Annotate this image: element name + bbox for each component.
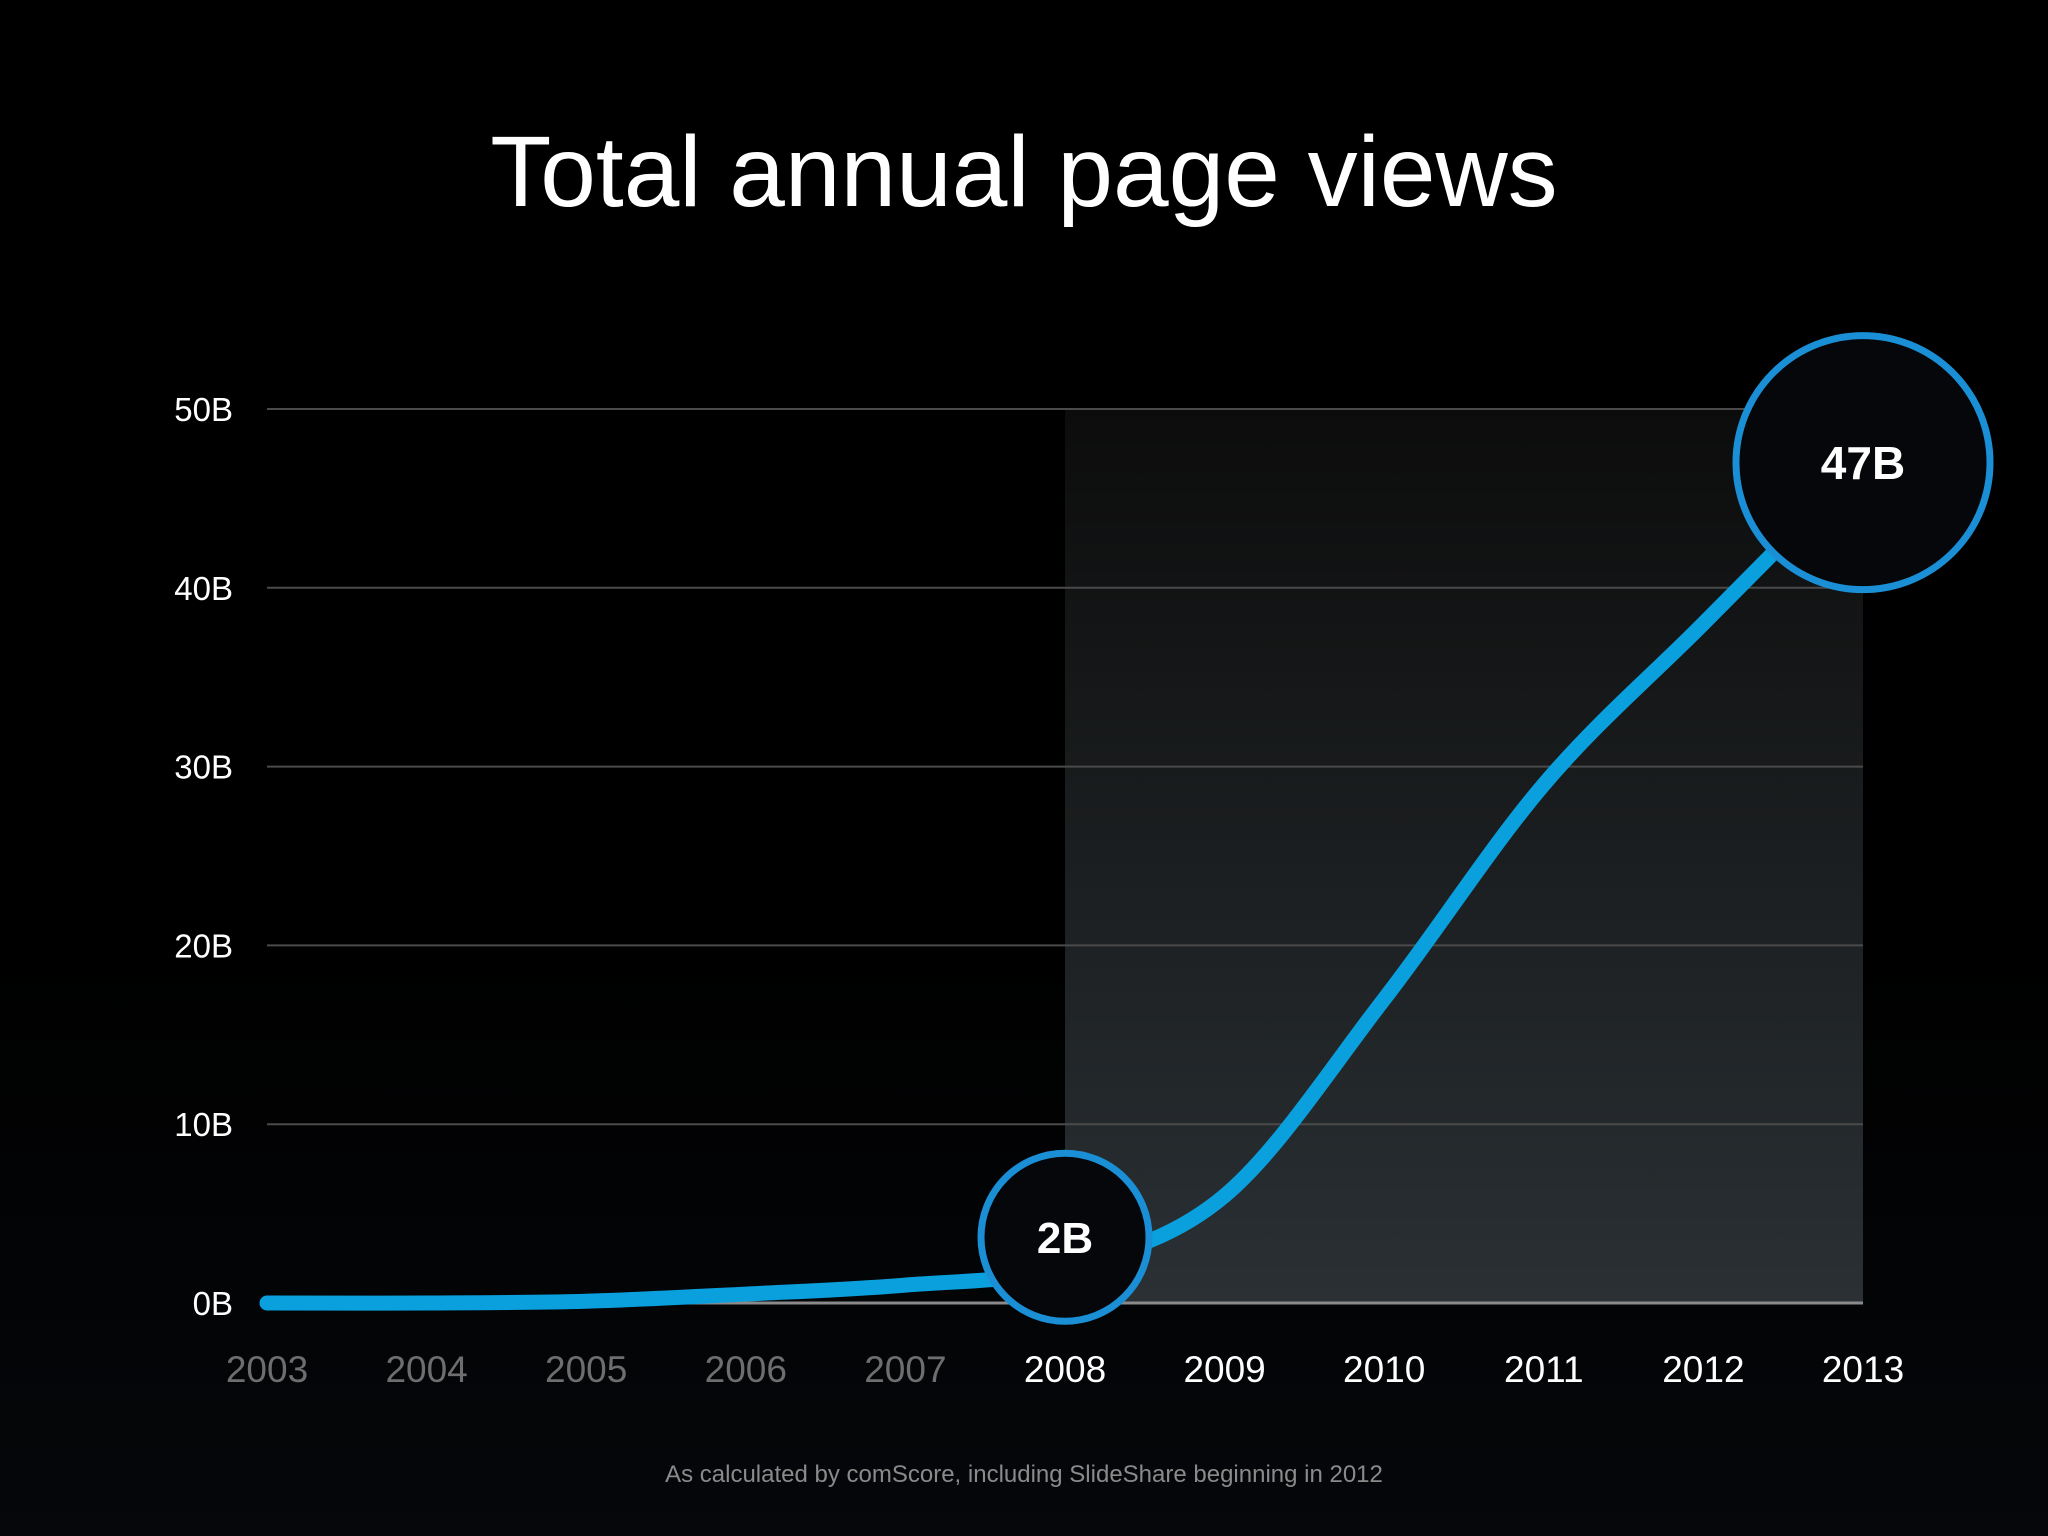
x-tick-label: 2004 bbox=[385, 1349, 467, 1390]
y-tick-label: 20B bbox=[174, 927, 233, 964]
y-tick-label: 50B bbox=[174, 391, 233, 428]
x-tick-label: 2008 bbox=[1024, 1349, 1106, 1390]
highlight-region bbox=[1065, 409, 1863, 1303]
x-tick-label: 2007 bbox=[864, 1349, 946, 1390]
y-tick-label: 0B bbox=[193, 1285, 233, 1322]
x-tick-label: 2012 bbox=[1662, 1349, 1744, 1390]
y-tick-label: 30B bbox=[174, 749, 233, 786]
footnote: As calculated by comScore, including Sli… bbox=[665, 1461, 1383, 1488]
x-tick-label: 2011 bbox=[1504, 1349, 1584, 1390]
x-tick-label: 2009 bbox=[1183, 1349, 1265, 1390]
y-tick-label: 40B bbox=[174, 570, 233, 607]
x-tick-label: 2013 bbox=[1822, 1349, 1904, 1390]
annotation-bubble bbox=[977, 1149, 1153, 1325]
y-tick-label: 10B bbox=[174, 1106, 233, 1143]
annotation-bubble bbox=[1732, 332, 1994, 594]
chart-title: Total annual page views bbox=[490, 116, 1558, 228]
annotation-label: 2B bbox=[1037, 1214, 1093, 1263]
x-tick-label: 2003 bbox=[226, 1349, 308, 1390]
x-tick-label: 2005 bbox=[545, 1349, 627, 1390]
annotation-label: 47B bbox=[1821, 437, 1905, 489]
x-tick-label: 2006 bbox=[705, 1349, 787, 1390]
x-tick-label: 2010 bbox=[1343, 1349, 1425, 1390]
